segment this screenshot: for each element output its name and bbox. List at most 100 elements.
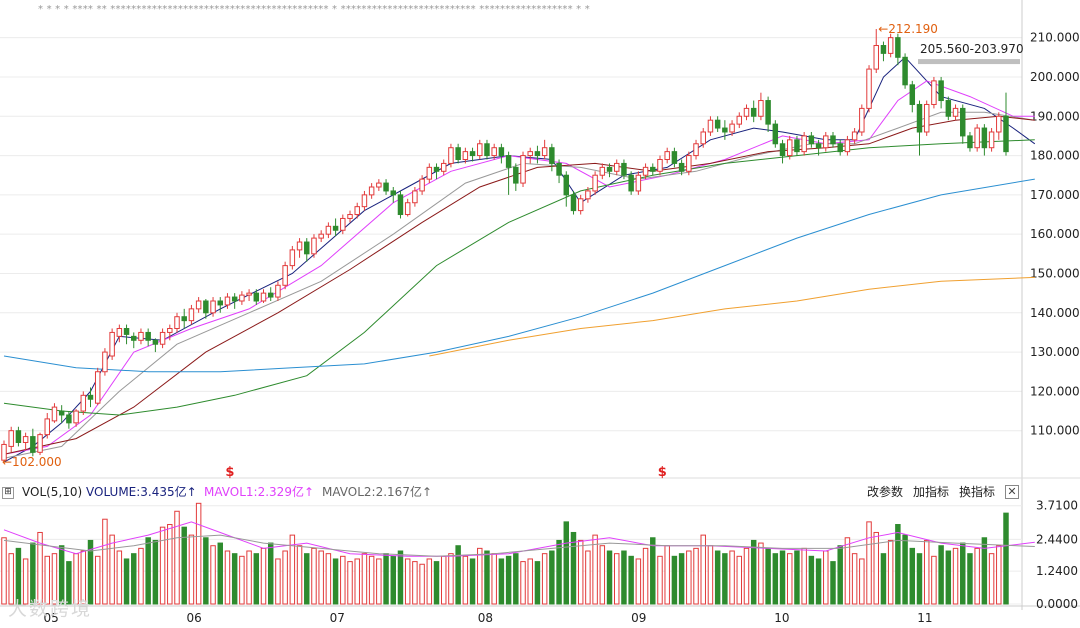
candle-body: [505, 155, 512, 168]
volume-bar: [253, 553, 260, 605]
candle-body: [556, 162, 562, 176]
volume-bar: [650, 537, 656, 605]
volume-bar: [772, 553, 779, 605]
volume-bar: [304, 553, 310, 605]
volume-bar: [952, 547, 959, 605]
volume-bar: [145, 537, 151, 605]
price-tick-label: 180.000: [1030, 149, 1080, 163]
candle-body: [541, 147, 548, 157]
volume-bar: [599, 545, 606, 605]
volume-bar: [131, 553, 137, 605]
price-tick-label: 150.000: [1030, 266, 1080, 280]
candle-body: [909, 84, 916, 105]
candle-body: [195, 300, 202, 310]
volume-bar: [188, 534, 195, 605]
price-tick-label: 130.000: [1030, 345, 1080, 359]
high-price-annotation: ←212.190: [878, 22, 938, 36]
volume-bar: [361, 553, 368, 605]
candle-body: [44, 418, 50, 436]
volume-bar: [22, 558, 29, 605]
candle-body: [58, 410, 65, 416]
volume-bar: [484, 550, 490, 605]
candle-body: [397, 194, 404, 216]
candle-body: [282, 265, 288, 286]
candle-body: [700, 131, 706, 145]
volume-bar: [448, 553, 454, 605]
candle-body: [837, 143, 843, 153]
candle-body: [642, 166, 649, 176]
volume-bar: [851, 553, 858, 605]
candle-body: [988, 131, 995, 149]
volume-bar: [945, 550, 952, 605]
dollar-marker-icon: $: [225, 465, 234, 480]
volume-bar: [736, 555, 743, 605]
candle-body: [945, 100, 952, 117]
ma-line-ma120: [3, 178, 1035, 373]
candle-body: [311, 237, 317, 255]
volume-bar: [686, 550, 692, 605]
candle-body: [974, 127, 980, 149]
volume-bar: [787, 553, 793, 605]
volume-bar: [347, 561, 353, 605]
volume-bar: [700, 534, 706, 605]
candle-body: [635, 174, 642, 192]
candle-body: [469, 151, 476, 157]
volume-bar: [275, 558, 281, 605]
volume-bar: [66, 561, 72, 605]
candle-body: [808, 135, 815, 145]
volume-bar: [419, 563, 425, 605]
switch-indicator-button[interactable]: 换指标: [959, 485, 996, 499]
candle-body: [664, 151, 670, 160]
price-tick-label: 200.000: [1030, 70, 1080, 84]
candle-body: [210, 300, 216, 314]
volume-bar: [541, 553, 548, 605]
price-tick-label: 120.000: [1030, 384, 1080, 398]
volume-bar: [167, 524, 173, 605]
volume-bar: [267, 542, 274, 605]
volume-bar: [289, 534, 296, 605]
time-tick-label: 08: [478, 611, 493, 624]
candle-body: [714, 119, 721, 129]
price-range-label: 205.560-203.970: [920, 42, 1024, 56]
candle-body: [440, 162, 447, 172]
price-tick-label: 170.000: [1030, 188, 1080, 202]
indicator-toggle-icon[interactable]: ⊞: [2, 487, 14, 499]
volume-bar: [527, 558, 533, 605]
volume-bar: [412, 561, 418, 605]
close-icon[interactable]: ✕: [1005, 485, 1019, 499]
candle-body: [66, 414, 72, 424]
ma-line-ma250: [429, 276, 1035, 357]
volume-bar: [981, 537, 988, 605]
volume-bar: [260, 547, 267, 605]
volume-bar: [311, 547, 317, 605]
time-tick-label: 11: [917, 611, 932, 624]
candle-body: [325, 225, 332, 235]
candle-body: [671, 151, 678, 164]
candle-body: [289, 249, 296, 267]
volume-bar: [988, 553, 995, 605]
ma-line-ma5: [3, 56, 1036, 463]
volume-bar: [570, 531, 577, 605]
volume-bar: [426, 558, 433, 605]
edit-params-button[interactable]: 改参数: [867, 485, 904, 499]
volume-bar: [866, 521, 872, 605]
candle-body: [116, 328, 123, 337]
volume-bar: [368, 555, 375, 605]
volume-bar: [606, 550, 613, 605]
candle-body: [823, 135, 829, 149]
candle-body: [340, 217, 346, 231]
candle-body: [484, 143, 490, 157]
candle-body: [159, 331, 166, 345]
volume-bar: [909, 547, 916, 605]
volume-bar: [390, 555, 397, 605]
add-indicator-button[interactable]: 加指标: [913, 485, 950, 499]
candle-body: [952, 107, 959, 117]
candle-body: [275, 284, 281, 298]
candle-body: [606, 166, 613, 172]
volume-value: VOLUME:3.435亿↑: [86, 485, 197, 499]
volume-bar: [224, 550, 231, 605]
volume-bar: [383, 553, 389, 605]
candle-body: [613, 162, 620, 172]
candle-body: [794, 139, 800, 153]
mavol-line-mavol1: [3, 521, 1035, 557]
